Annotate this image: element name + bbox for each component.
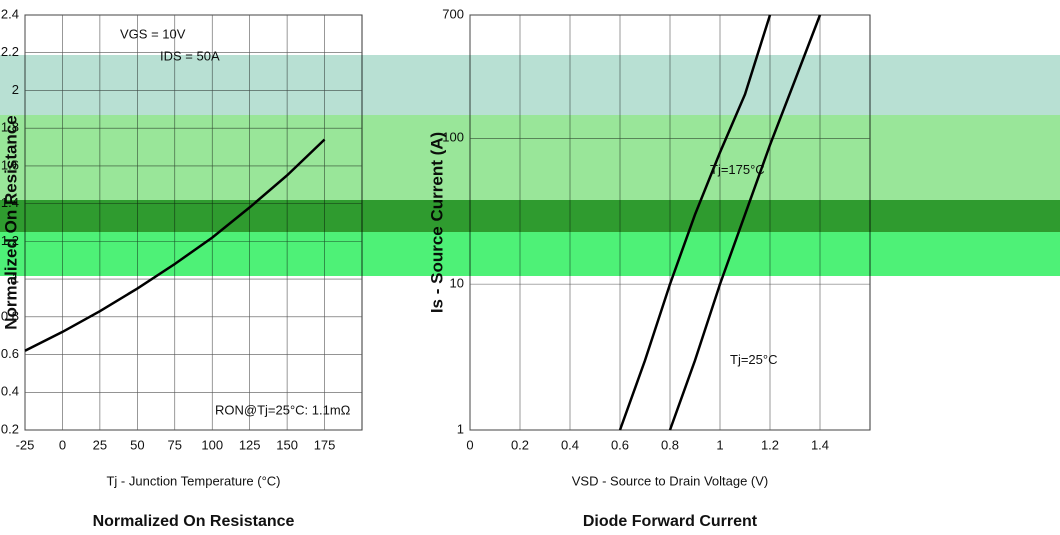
- x-axis-label: VSD - Source to Drain Voltage (V): [572, 473, 769, 488]
- y-tick-label: 0.8: [1, 308, 19, 323]
- chart-title: Normalized On Resistance: [93, 513, 295, 530]
- annotation: IDS = 50A: [160, 48, 220, 63]
- x-tick-label: 50: [130, 437, 144, 452]
- x-tick-label: 0.4: [561, 437, 579, 452]
- y-axis-label: Normalized On Resistance: [1, 115, 20, 329]
- x-tick-label: 0.2: [511, 437, 529, 452]
- x-tick-label: 0: [466, 437, 473, 452]
- x-tick-label: 1.4: [811, 437, 829, 452]
- data-line: [618, 14, 772, 431]
- y-axis-label: Is - Source Current (A): [427, 132, 446, 313]
- x-tick-label: -25: [16, 437, 35, 452]
- chart-title: Diode Forward Current: [583, 513, 758, 530]
- x-tick-label: 125: [239, 437, 261, 452]
- y-tick-label: 1: [457, 421, 464, 436]
- y-tick-label: 2.2: [1, 44, 19, 59]
- x-tick-label: 0.6: [611, 437, 629, 452]
- y-tick-label: 0.4: [1, 384, 19, 399]
- x-tick-label: 0: [59, 437, 66, 452]
- x-tick-label: 175: [314, 437, 336, 452]
- x-tick-label: 150: [276, 437, 298, 452]
- x-tick-label: 1.2: [761, 437, 779, 452]
- y-tick-label: 2: [12, 82, 19, 97]
- x-tick-label: 25: [93, 437, 107, 452]
- annotation: RON@Tj=25°C: 1.1mΩ: [215, 402, 351, 417]
- series-label: Tj=175°C: [710, 162, 765, 177]
- y-tick-label: 0.6: [1, 346, 19, 361]
- annotation: VGS = 10V: [120, 26, 186, 41]
- series-label: Tj=25°C: [730, 352, 777, 367]
- x-tick-label: 100: [201, 437, 223, 452]
- x-tick-label: 1: [716, 437, 723, 452]
- x-tick-label: 0.8: [661, 437, 679, 452]
- plot-frame: [24, 14, 363, 431]
- y-tick-label: 700: [442, 6, 464, 21]
- y-tick-label: 10: [450, 276, 464, 291]
- x-axis-label: Tj - Junction Temperature (°C): [106, 473, 280, 488]
- y-tick-label: 1: [12, 271, 19, 286]
- x-tick-label: 75: [168, 437, 182, 452]
- y-tick-label: 2.4: [1, 6, 19, 21]
- y-tick-label: 0.2: [1, 421, 19, 436]
